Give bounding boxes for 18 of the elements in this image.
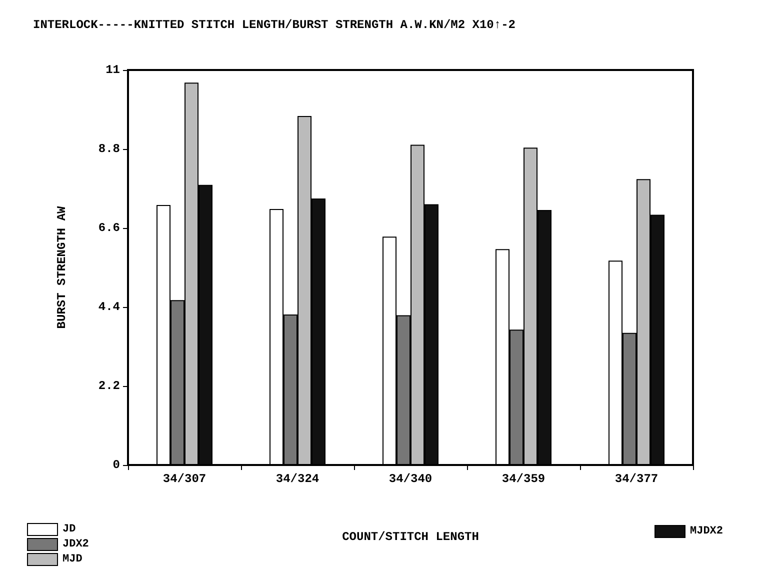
y-tick-label: 8.8: [98, 142, 120, 156]
x-tick-label: 34/340: [388, 472, 432, 486]
legend-label: MJD: [62, 554, 83, 566]
x-tick-label: 34/377: [614, 472, 658, 486]
chart-title: INTERLOCK-----KNITTED STITCH LENGTH/BURST STRENGTH A.W.KN/M2 X10↑-2: [33, 18, 516, 32]
x-tick-label: 34/359: [502, 472, 546, 486]
y-tick-label: 4.4: [98, 300, 120, 314]
legend-label: JDX2: [62, 538, 89, 550]
y-tick-label: 0: [112, 458, 120, 472]
legend-label: MJDX2: [690, 526, 724, 538]
y-axis-title: BURST STRENGTH AW: [55, 205, 69, 329]
legend-label: JD: [62, 524, 76, 536]
y-tick-label: 6.6: [98, 221, 120, 235]
y-tick-label: 2.2: [98, 379, 120, 393]
x-axis-title: COUNT/STITCH LENGTH: [342, 530, 479, 544]
y-tick-label: 11: [106, 63, 120, 77]
x-tick-label: 34/307: [162, 472, 206, 486]
x-tick-label: 34/324: [276, 472, 320, 486]
